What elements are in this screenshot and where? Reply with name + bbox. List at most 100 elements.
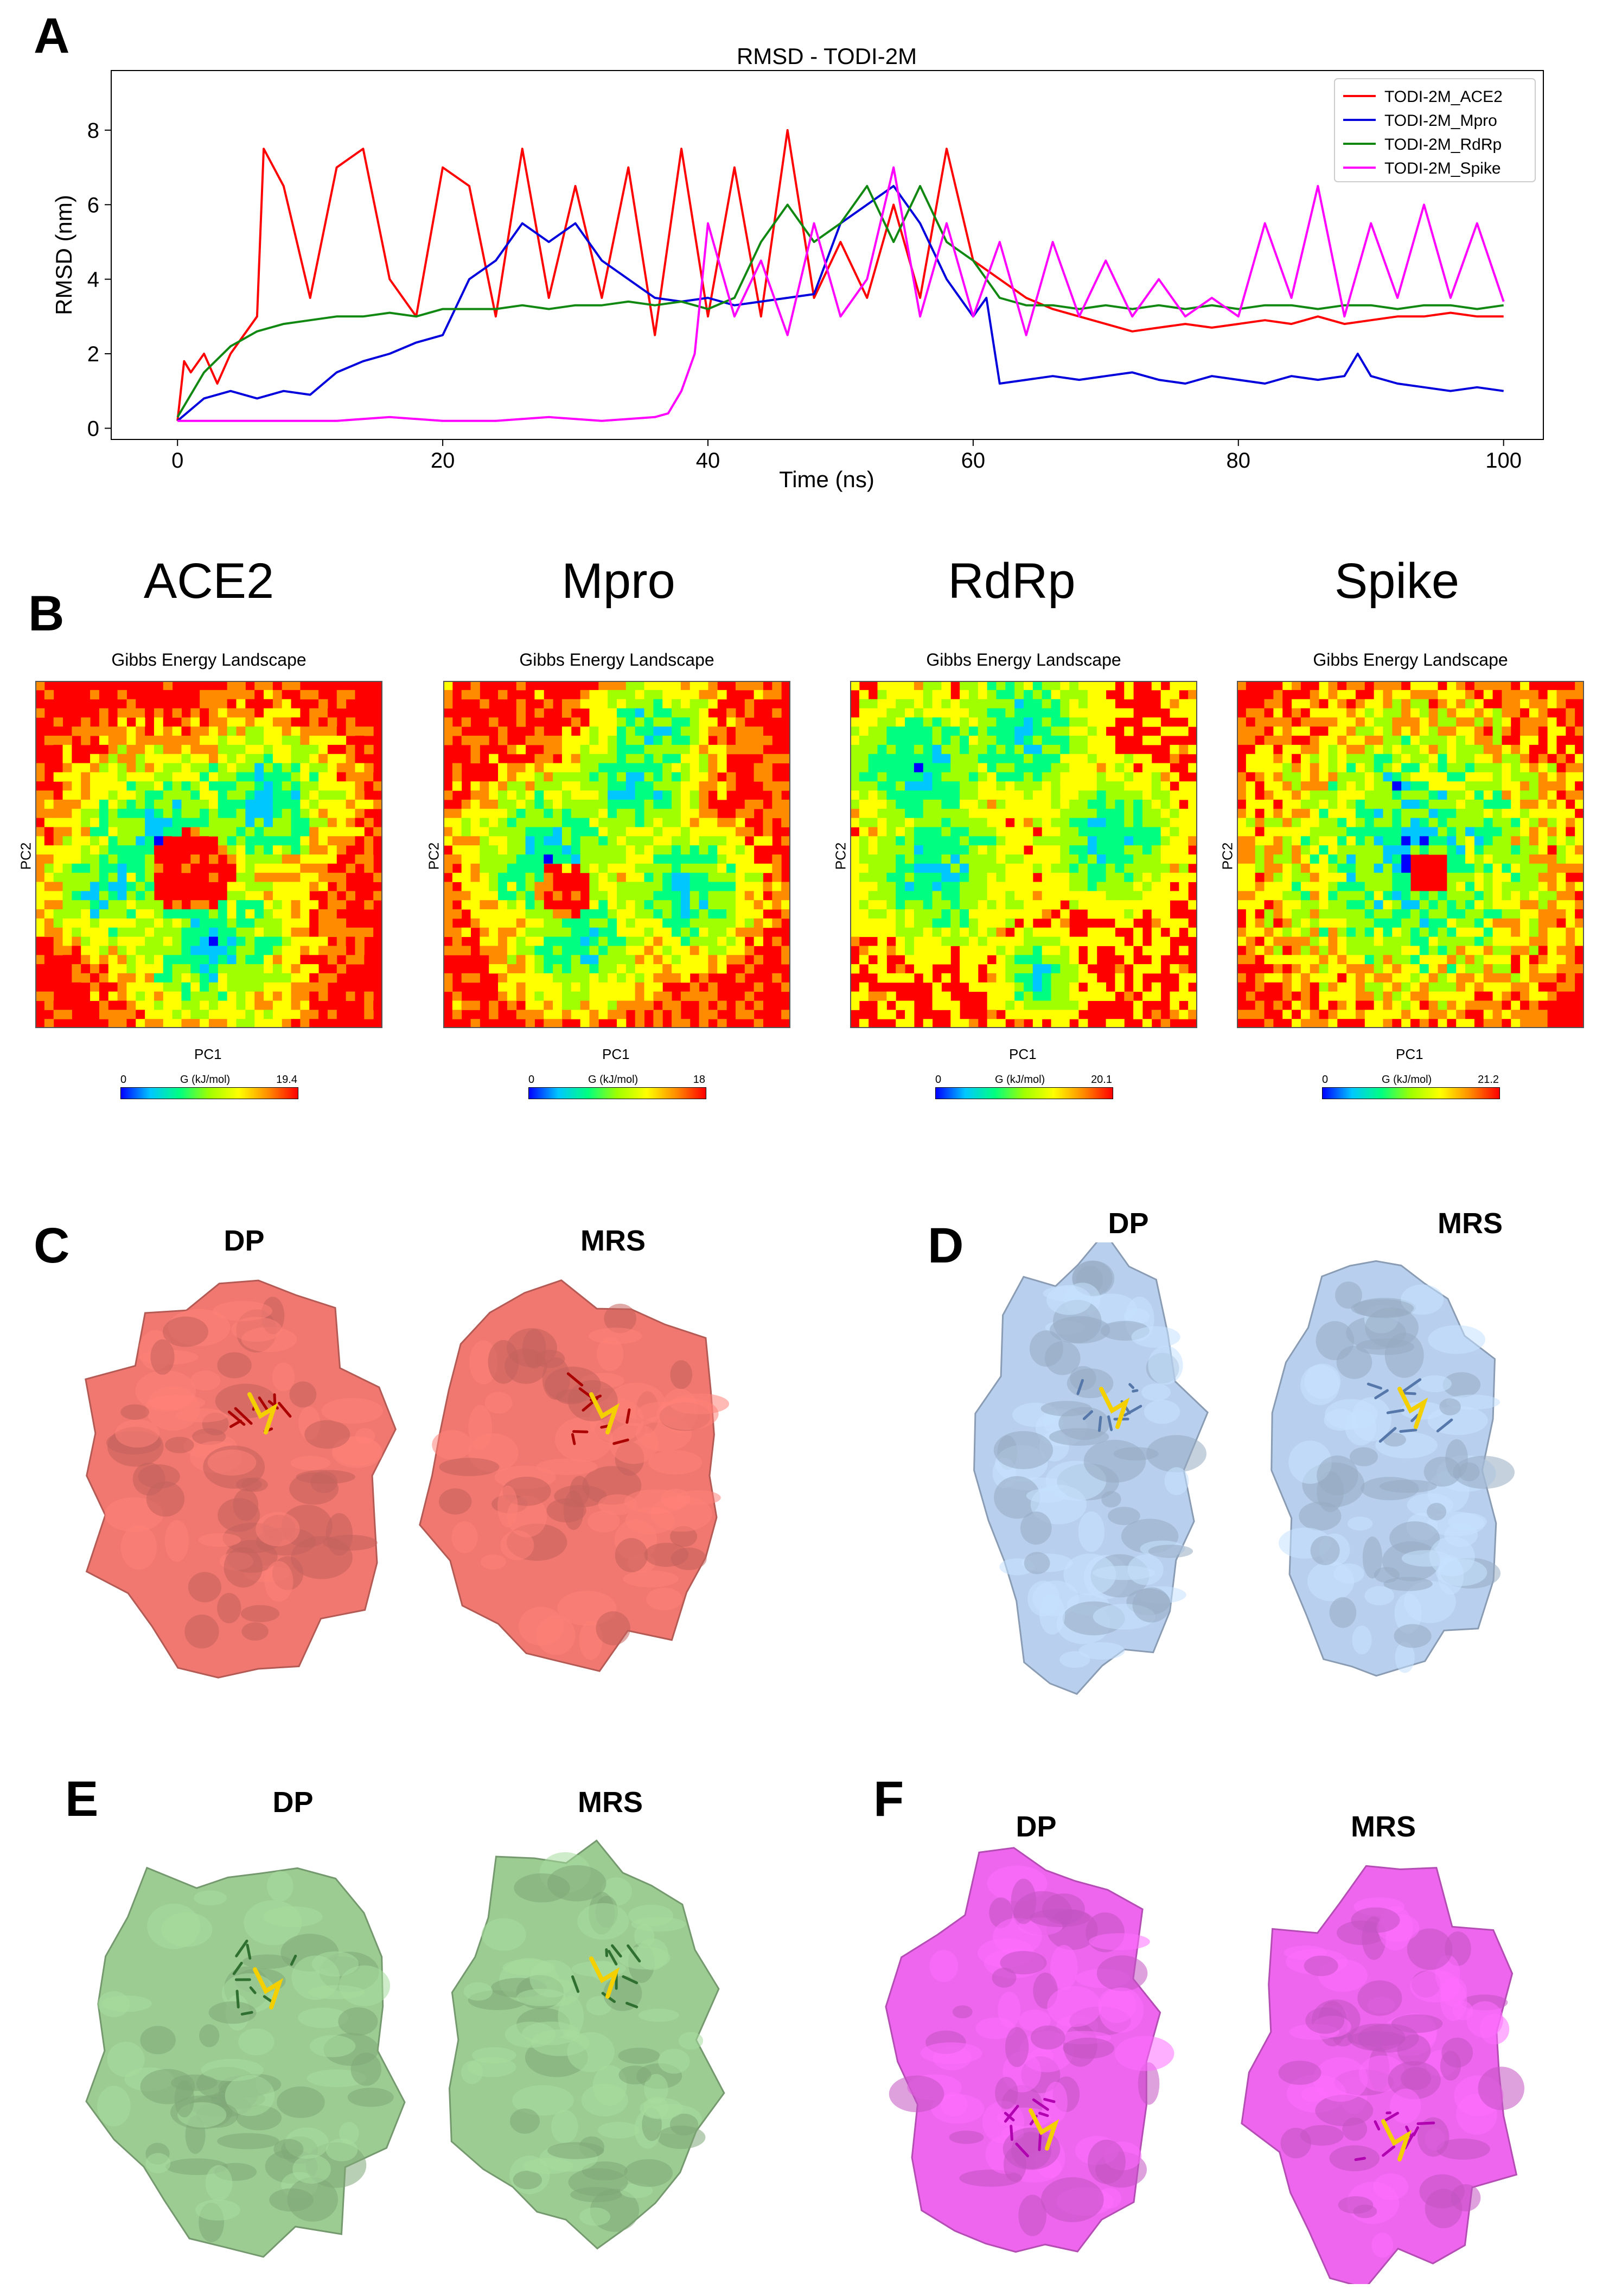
heatmap-cell [62, 964, 72, 974]
heatmap-cell [1392, 754, 1402, 764]
heatmap-cell [1364, 690, 1375, 700]
heatmap-cell [1355, 736, 1365, 745]
heatmap-cell [950, 808, 960, 819]
heatmap-cell [580, 955, 590, 965]
heatmap-cell [617, 936, 627, 946]
heatmap-cell [1133, 982, 1143, 992]
heatmap-cell [1087, 927, 1097, 937]
heatmap-cell [282, 927, 292, 937]
heatmap-cell [968, 845, 979, 855]
heatmap-cell [1355, 799, 1365, 809]
heatmap-cell [1538, 1000, 1548, 1010]
heatmap-cell [1310, 946, 1320, 955]
heatmap-cell [300, 955, 310, 965]
heatmap-cell [1456, 827, 1466, 837]
heatmap-cell [877, 772, 887, 782]
heatmap-cell [662, 882, 672, 891]
heatmap-cell [886, 1010, 896, 1019]
heatmap-cell [1511, 690, 1521, 700]
heatmap-cell [489, 827, 499, 837]
heatmap-cell [470, 836, 480, 846]
heatmap-cell [960, 863, 969, 873]
heatmap-cell [525, 818, 535, 827]
heatmap-cell [1300, 708, 1311, 718]
heatmap-cell [99, 964, 109, 974]
heatmap-cell [1319, 964, 1329, 974]
heatmap-cell [1529, 790, 1539, 800]
heatmap-cell [327, 973, 337, 983]
heatmap-cell [1328, 891, 1338, 901]
heatmap-cell [1492, 891, 1502, 901]
heatmap-cell [905, 681, 915, 691]
heatmap-cell [1337, 946, 1347, 955]
heatmap-cell [200, 808, 209, 819]
heatmap-cell [136, 818, 145, 827]
heatmap-cell [190, 973, 200, 983]
heatmap-cell [923, 754, 933, 764]
heatmap-cell [1024, 736, 1033, 745]
heatmap-cell [534, 872, 544, 883]
heatmap-cell [1151, 882, 1161, 891]
heatmap-cell [1115, 790, 1125, 800]
heatmap-cell [1374, 872, 1383, 883]
heatmap-cell [941, 736, 951, 745]
heatmap-cell [254, 863, 264, 873]
heatmap-cell [635, 836, 645, 846]
heatmap-cell [1392, 845, 1402, 855]
heatmap-cell [516, 772, 526, 782]
heatmap-cell [1474, 681, 1484, 691]
heatmap-cell [1502, 690, 1511, 700]
heatmap-cell [1264, 1019, 1274, 1028]
heatmap-cell [1566, 781, 1575, 791]
heatmap-cell [1024, 863, 1033, 873]
heatmap-cell [1492, 836, 1502, 846]
heatmap-cell [763, 736, 772, 745]
heatmap-cell [200, 818, 209, 827]
heatmap-cell [598, 936, 608, 946]
heatmap-cell [245, 854, 255, 864]
heatmap-cell [44, 827, 54, 837]
heatmap-cell [1051, 736, 1061, 745]
heatmap-cell [1447, 936, 1457, 946]
heatmap-cell [877, 736, 887, 745]
heatmap-cell [516, 955, 526, 965]
heatmap-cell [1255, 781, 1265, 791]
heatmap-cell [996, 882, 1006, 891]
heatmap-cell [1383, 690, 1393, 700]
heatmap-cell [941, 699, 951, 709]
heatmap-cell [932, 699, 942, 709]
heatmap-cell [443, 891, 453, 901]
heatmap-cell [726, 772, 736, 782]
heatmap-cell [1502, 736, 1511, 745]
heatmap-cell [1474, 736, 1484, 745]
heatmap-cell [264, 854, 273, 864]
heatmap-cell [498, 891, 508, 901]
heatmap-cell [1529, 863, 1539, 873]
legend-label: TODI-2M_ACE2 [1384, 88, 1503, 106]
heatmap-cell [1465, 1019, 1475, 1028]
heatmap-cell [1106, 808, 1115, 819]
heatmap-cell [218, 1010, 228, 1019]
heatmap-cell [264, 736, 273, 745]
heatmap-cell [163, 754, 173, 764]
heatmap-cell [163, 790, 173, 800]
heatmap-cell [264, 936, 273, 946]
heatmap-cell [1087, 708, 1097, 718]
heatmap-cell [589, 918, 599, 928]
heatmap-cell [181, 1000, 191, 1010]
heatmap-cell [680, 736, 691, 745]
heatmap-cell [1300, 799, 1311, 809]
heatmap-cell [968, 936, 979, 946]
heatmap-cell [53, 891, 63, 901]
heatmap-cell [932, 909, 942, 919]
heatmap-cell [598, 717, 608, 727]
heatmap-cell [877, 964, 887, 974]
heatmap-cell [735, 818, 745, 827]
heatmap-cell [1051, 1019, 1061, 1028]
heatmap-cell [1474, 872, 1484, 883]
heatmap-cell [1237, 936, 1247, 946]
heatmap-cell [1170, 1000, 1179, 1010]
heatmap-cell [544, 882, 553, 891]
heatmap-cell [1282, 863, 1292, 873]
heatmap-cell [553, 991, 563, 1001]
